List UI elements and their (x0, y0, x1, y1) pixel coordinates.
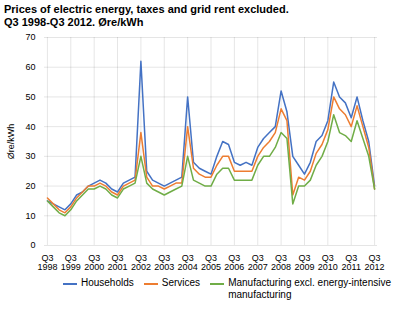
svg-text:Q32000: Q32000 (84, 253, 104, 272)
svg-text:70: 70 (25, 32, 35, 42)
svg-text:Q32011: Q32011 (342, 253, 361, 272)
svg-text:60: 60 (25, 62, 35, 72)
svg-text:Q32002: Q32002 (131, 253, 151, 272)
svg-text:0: 0 (30, 240, 35, 250)
svg-text:Q32005: Q32005 (201, 253, 221, 272)
html-text:Households: Households (81, 277, 134, 288)
svg-text:30: 30 (25, 151, 35, 161)
svg-text:Q32009: Q32009 (294, 253, 314, 272)
svg-text:40: 40 (25, 122, 35, 132)
html-text:Services: Services (161, 277, 201, 288)
svg-text:Q32004: Q32004 (178, 253, 198, 272)
svg-text:Øre/kWh: Øre/kWh (6, 124, 16, 160)
svg-text:Q32007: Q32007 (248, 253, 268, 272)
svg-text:20: 20 (25, 181, 35, 191)
svg-text:Q31998: Q31998 (37, 253, 57, 272)
html-text:Prices of electric energy, tax: Prices of electric energy, taxes and gri… (4, 3, 289, 15)
svg-text:Q32010: Q32010 (318, 253, 338, 272)
html-text:Q3 1998-Q3 2012. Øre/kWh: Q3 1998-Q3 2012. Øre/kWh (4, 16, 144, 28)
svg-text:Q32012: Q32012 (365, 253, 385, 272)
svg-text:Q32001: Q32001 (108, 253, 128, 272)
svg-text:50: 50 (25, 92, 35, 102)
svg-text:Q32008: Q32008 (271, 253, 291, 272)
svg-text:Q32003: Q32003 (154, 253, 174, 272)
svg-text:10: 10 (25, 211, 35, 221)
html-text:Manufacturing excl. energy-int: Manufacturing excl. energy-intensive man… (228, 277, 391, 300)
svg-text:Q31999: Q31999 (61, 253, 81, 272)
svg-text:Q32006: Q32006 (224, 253, 244, 272)
